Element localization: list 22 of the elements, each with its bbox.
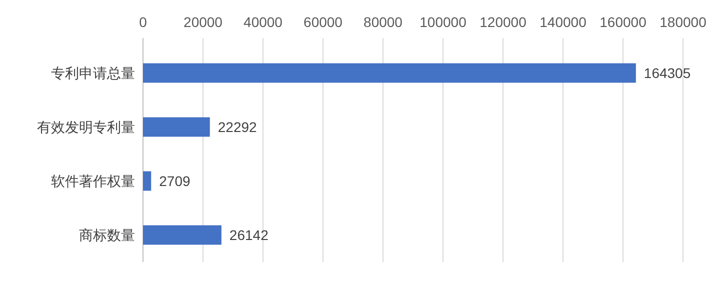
data-label: 164305: [644, 65, 691, 81]
data-label: 26142: [229, 227, 269, 243]
bar: [143, 225, 222, 245]
bar: [143, 63, 636, 83]
data-label: 22292: [218, 119, 258, 135]
x-tick-label: 180000: [660, 14, 707, 30]
data-label: 2709: [159, 173, 190, 189]
x-tick-label: 0: [139, 14, 148, 30]
y-tick-label: 有效发明专利量: [37, 119, 135, 135]
x-tick-label: 120000: [480, 14, 527, 30]
x-tick-label: 60000: [304, 14, 343, 30]
bar: [143, 171, 152, 191]
x-tick-label: 40000: [244, 14, 283, 30]
y-tick-label: 专利申请总量: [51, 65, 135, 81]
x-tick-label: 100000: [420, 14, 467, 30]
x-tick-label: 160000: [600, 14, 647, 30]
bar: [143, 117, 210, 137]
x-tick-label: 140000: [540, 14, 587, 30]
x-tick-label: 20000: [184, 14, 223, 30]
y-tick-label: 商标数量: [79, 227, 135, 243]
y-tick-label: 软件著作权量: [51, 173, 135, 189]
x-tick-label: 80000: [364, 14, 403, 30]
